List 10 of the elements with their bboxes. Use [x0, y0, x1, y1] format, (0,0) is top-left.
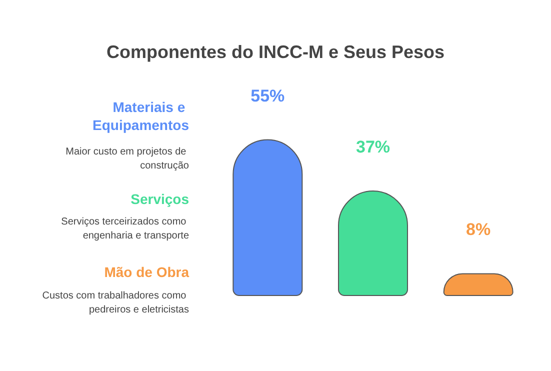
data-label: 8%	[466, 220, 491, 240]
text: Serviços	[130, 191, 190, 207]
chart-title: Componentes do INCC-M e Seus Pesos	[106, 42, 445, 62]
text: Materiais e Equipamentos	[92, 99, 190, 133]
data-label: 37%	[356, 138, 390, 157]
text: Custos com trabalhadores como pedreiros e eletricistas	[42, 290, 189, 316]
data-label: 55%	[250, 86, 285, 106]
text: Serviços terceirizados como engenharia e transporte	[61, 216, 190, 242]
text: Maior custo em projetos de construção	[66, 146, 190, 172]
text: Mão de Obra	[104, 264, 190, 280]
